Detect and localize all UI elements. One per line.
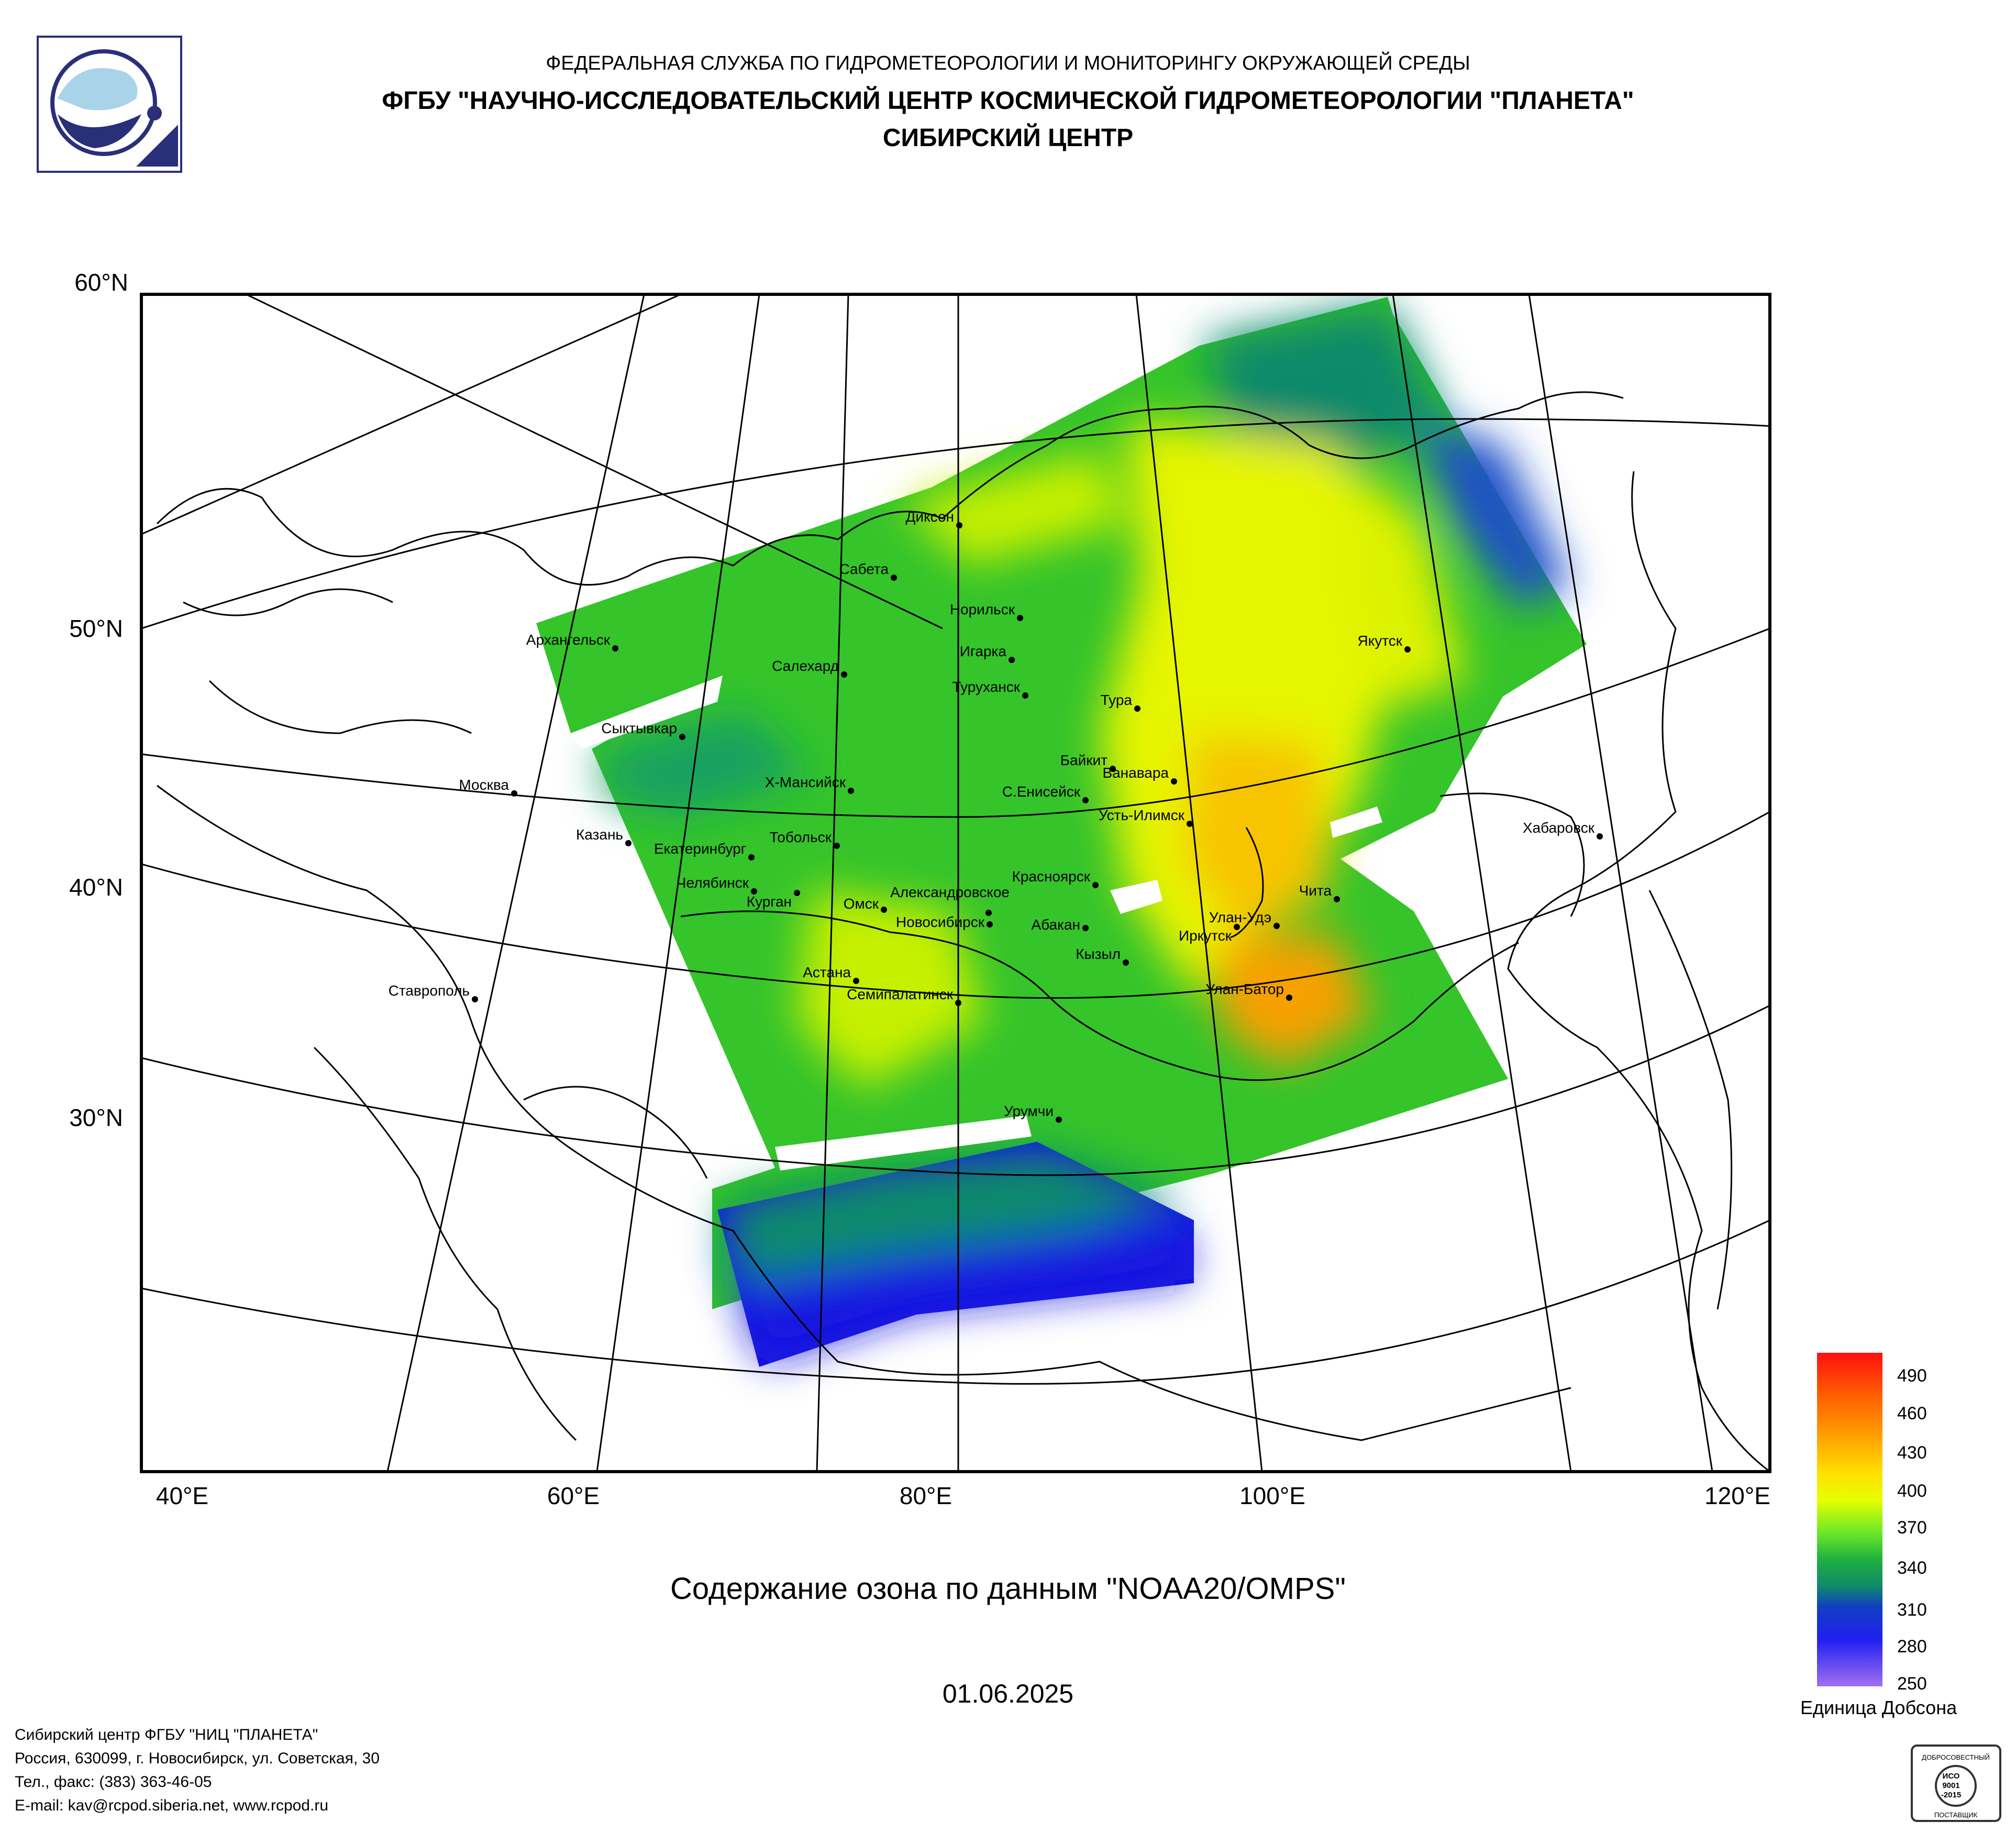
city-kazan: Казань xyxy=(576,826,623,843)
city-urumqi: Урумчи xyxy=(1004,1103,1054,1119)
ozone-swath xyxy=(536,297,1587,1367)
city-tobolsk: Тобольск xyxy=(769,829,832,845)
coastlines xyxy=(156,391,1770,1472)
zone-yellow-yak xyxy=(1351,471,1466,707)
lon-label-80: 80°E xyxy=(900,1482,952,1509)
city-s-eniseisk: С.Енисейск xyxy=(1002,783,1081,800)
header-institute: ФГБУ "НАУЧНО-ИССЛЕДОВАТЕЛЬСКИЙ ЦЕНТР КОС… xyxy=(382,87,1634,115)
colorbar-tick-490: 490 xyxy=(1897,1366,1927,1386)
zone-teal-north xyxy=(1204,304,1445,471)
city-khmansiysk: Х-Мансийск xyxy=(765,774,846,790)
colorbar-tick-400: 400 xyxy=(1897,1481,1927,1501)
svg-text:ПОСТАВЩИК: ПОСТАВЩИК xyxy=(1934,1811,1978,1819)
data-gap-2 xyxy=(1110,880,1162,914)
city-novosibirsk: Новосибирск xyxy=(896,914,985,930)
graticule xyxy=(141,294,1770,1472)
city-dikson: Диксон xyxy=(905,509,954,525)
lon-labels: 40°E 60°E 80°E 100°E 120°E xyxy=(156,1482,1770,1509)
colorbar xyxy=(1817,1353,1882,1686)
lon-label-120: 120°E xyxy=(1704,1482,1770,1509)
city-norilsk: Норильск xyxy=(950,601,1015,617)
city-ulan-ude: Улан-Удэ xyxy=(1209,909,1271,925)
zone-yellow-band xyxy=(1100,419,1414,995)
footer-org: Сибирский центр ФГБУ "НИЦ "ПЛАНЕТА" xyxy=(15,1726,318,1743)
svg-text:9001: 9001 xyxy=(1942,1781,1959,1790)
svg-text:ИСО: ИСО xyxy=(1943,1772,1960,1781)
zone-yellow-north xyxy=(901,450,1126,566)
map-area xyxy=(141,294,1770,1472)
city-ulan-bator: Улан-Батор xyxy=(1205,981,1284,997)
map-title: Содержание озона по данным "NOAA20/OMPS" xyxy=(670,1572,1346,1606)
footer-contacts: Сибирский центр ФГБУ "НИЦ "ПЛАНЕТА" Росс… xyxy=(15,1723,380,1817)
map-frame xyxy=(140,293,1771,1473)
lat-label-60: 60°N xyxy=(74,269,128,296)
lat-labels: 60°N 50°N 40°N 30°N xyxy=(69,269,128,1131)
city-astana: Астана xyxy=(803,964,851,980)
city-baikit: Байкит xyxy=(1060,752,1107,768)
colorbar-tick-460: 460 xyxy=(1897,1404,1927,1423)
city-chita: Чита xyxy=(1299,882,1332,899)
city-yakutsk: Якутск xyxy=(1357,633,1402,649)
city-semipalatinsk: Семипалатинск xyxy=(847,986,954,1002)
colorbar-tick-280: 280 xyxy=(1897,1637,1927,1657)
footer-email: E-mail: kav@rcpod.siberia.net, www.rcpod… xyxy=(15,1797,329,1814)
zone-orange-south xyxy=(1215,932,1372,1068)
header-center: СИБИРСКИЙ ЦЕНТР xyxy=(882,124,1134,152)
svg-text:ДОБРОСОВЕСТНЫЙ: ДОБРОСОВЕСТНЫЙ xyxy=(1922,1753,1990,1761)
city-ust-ilimsk: Усть-Илимск xyxy=(1099,807,1185,823)
colorbar-tick-430: 430 xyxy=(1897,1443,1927,1463)
city-moscow: Москва xyxy=(459,777,509,793)
footer-phone: Тел., факс: (383) 363-46-05 xyxy=(15,1773,212,1791)
city-sabeta: Сабета xyxy=(839,561,889,577)
colorbar-tick-370: 370 xyxy=(1897,1518,1927,1538)
zone-teal-south xyxy=(723,1152,1183,1283)
city-labels: Диксон Сабета Норильск Салехард Игарка Т… xyxy=(389,509,1595,1119)
colorbar-tick-250: 250 xyxy=(1897,1674,1927,1694)
city-arkhangelsk: Архангельск xyxy=(526,632,611,648)
lon-label-40: 40°E xyxy=(156,1482,208,1509)
zone-teal-west xyxy=(597,712,812,817)
data-gap-4 xyxy=(775,1116,1032,1171)
footer-address: Россия, 630099, г. Новосибирск, ул. Сове… xyxy=(15,1750,380,1767)
colorbar-unit: Единица Добсона xyxy=(1800,1697,1957,1718)
city-kurgan: Курган xyxy=(747,893,792,910)
city-igarka: Игарка xyxy=(960,643,1007,659)
city-vanavara: Ванавара xyxy=(1102,765,1169,781)
city-syktyvkar: Сыктывкар xyxy=(601,720,677,736)
map-date: 01.06.2025 xyxy=(942,1679,1074,1708)
city-tura: Тура xyxy=(1101,692,1133,708)
city-irkutsk: Иркутск xyxy=(1179,927,1232,944)
colorbar-tick-310: 310 xyxy=(1897,1600,1927,1620)
city-turukhansk: Туруханск xyxy=(952,679,1021,695)
city-krasnoyarsk: Красноярск xyxy=(1012,868,1091,885)
city-chelyabinsk: Челябинск xyxy=(677,875,749,891)
zone-orange-center xyxy=(1183,733,1330,943)
lat-label-50: 50°N xyxy=(69,615,123,642)
city-abakan: Абакан xyxy=(1031,916,1080,933)
lon-label-100: 100°E xyxy=(1239,1482,1305,1509)
city-stavropol: Ставрополь xyxy=(389,982,470,999)
city-dots xyxy=(472,522,1603,1123)
city-aleksandrovskoe: Александровское xyxy=(890,884,1010,900)
city-omsk: Омск xyxy=(844,896,879,912)
iso-badge: ДОБРОСОВЕСТНЫЙ ИСО 9001 -2015 ПОСТАВЩИК xyxy=(1911,1744,2001,1822)
lat-label-30: 30°N xyxy=(69,1104,123,1131)
zone-blue-ne xyxy=(1414,419,1571,608)
header-agency: ФЕДЕРАЛЬНАЯ СЛУЖБА ПО ГИДРОМЕТЕОРОЛОГИИ … xyxy=(546,52,1470,74)
city-salekhard: Салехард xyxy=(772,658,839,674)
lon-label-60: 60°E xyxy=(547,1482,600,1509)
city-kyzyl: Кызыл xyxy=(1076,946,1121,962)
lat-label-40: 40°N xyxy=(69,874,123,901)
city-ekaterinburg: Екатеринбург xyxy=(654,841,746,857)
data-gap-1 xyxy=(571,676,723,749)
data-gap-3 xyxy=(1330,807,1382,838)
planeta-logo xyxy=(37,36,182,173)
city-khabarovsk: Хабаровск xyxy=(1523,820,1595,836)
svg-text:-2015: -2015 xyxy=(1941,1791,1961,1799)
colorbar-tick-340: 340 xyxy=(1897,1558,1927,1578)
